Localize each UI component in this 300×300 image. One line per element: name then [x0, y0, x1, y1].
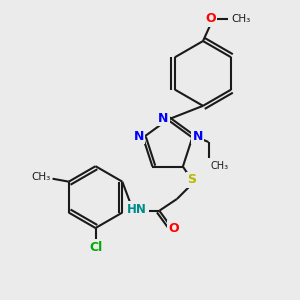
Text: Cl: Cl — [89, 241, 102, 254]
Text: HN: HN — [127, 203, 147, 216]
Text: CH₃: CH₃ — [231, 14, 250, 24]
Text: N: N — [158, 112, 168, 125]
Text: O: O — [205, 13, 216, 26]
Text: CH₃: CH₃ — [211, 161, 229, 171]
Text: CH₃: CH₃ — [32, 172, 51, 182]
Text: N: N — [134, 130, 144, 142]
Text: S: S — [187, 173, 196, 186]
Text: N: N — [192, 130, 203, 142]
Text: O: O — [169, 222, 179, 235]
